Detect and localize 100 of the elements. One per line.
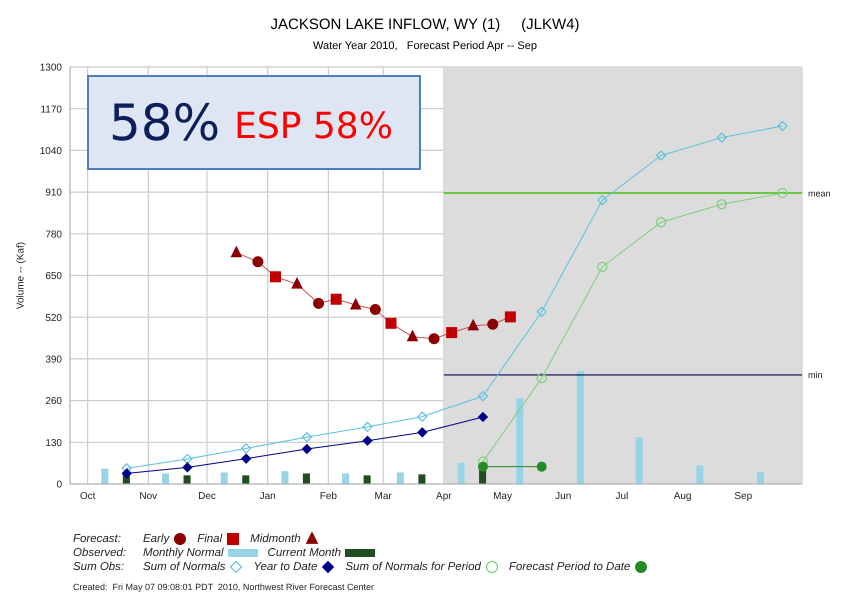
bar <box>458 462 465 484</box>
legend-label: Sum of Normals for Period <box>345 560 481 574</box>
chart-title: JACKSON LAKE INFLOW, WY (1) (JLKW4) <box>270 16 580 33</box>
point <box>597 195 608 206</box>
y-tick-label: 390 <box>45 354 62 366</box>
bar <box>242 475 250 484</box>
bar <box>576 371 584 484</box>
point <box>182 454 193 464</box>
point <box>350 298 362 310</box>
point <box>597 262 608 272</box>
x-tick-label: Feb <box>320 491 338 502</box>
ref-line-label: mean <box>808 188 831 198</box>
x-tick-label: Aug <box>674 491 692 502</box>
point <box>330 294 342 305</box>
point <box>478 412 488 422</box>
annotation: ESP 58% <box>234 106 393 147</box>
point <box>241 454 252 464</box>
text: Sum Obs: <box>73 560 126 574</box>
bar <box>636 437 643 484</box>
bar <box>184 475 191 484</box>
point <box>252 256 264 268</box>
point <box>407 330 418 342</box>
point <box>487 318 498 330</box>
point <box>230 246 242 258</box>
point <box>417 427 428 438</box>
point <box>270 271 282 282</box>
legend-label: Midmonth <box>250 532 301 546</box>
y-tick-label: 1300 <box>40 62 62 74</box>
y-tick-label: 130 <box>45 438 62 449</box>
point <box>302 444 312 454</box>
x-tick-label: Apr <box>436 491 452 502</box>
legend-label: Monthly Normal <box>143 546 224 560</box>
y-axis-title: Volume -- (Kaf) <box>16 242 27 310</box>
y-tick-label: 1040 <box>40 146 62 157</box>
annotation: 58% <box>109 94 220 152</box>
point <box>468 319 479 330</box>
point <box>478 391 488 402</box>
x-tick-label: Mar <box>374 491 392 502</box>
point <box>716 132 727 143</box>
bar <box>101 468 108 484</box>
point <box>362 422 373 432</box>
x-tick-label: Sep <box>734 491 753 502</box>
point <box>536 373 547 384</box>
bar <box>418 474 426 484</box>
bar <box>342 473 350 484</box>
bar <box>281 471 288 484</box>
bar <box>302 473 310 484</box>
point <box>122 468 132 478</box>
point <box>656 150 666 161</box>
point <box>428 333 440 344</box>
legend-label: Final <box>197 532 222 546</box>
y-tick-label: 910 <box>45 188 62 199</box>
chart-subtitle: Water Year 2010, Forecast Period Apr -- Sep <box>312 40 538 52</box>
point <box>716 199 727 210</box>
text: Created: Fri May 07 09:08:01 PDT 2010, Northwest River Forecast Center <box>73 582 374 592</box>
bar <box>396 472 404 484</box>
y-tick-label: 650 <box>45 271 62 282</box>
x-tick-label: Jul <box>616 491 628 502</box>
bar <box>696 465 704 484</box>
legend-label: Forecast Period to Date <box>508 560 630 574</box>
point <box>536 462 547 472</box>
point <box>302 432 312 442</box>
point <box>370 304 381 315</box>
bar <box>220 472 228 484</box>
point <box>777 188 788 198</box>
y-tick-label: 520 <box>45 312 62 324</box>
bar <box>516 398 524 484</box>
point <box>536 306 547 317</box>
point <box>292 278 303 289</box>
ref-line-label: min <box>808 370 823 380</box>
point <box>777 120 788 132</box>
x-tick-label: Jun <box>555 491 572 502</box>
legend-label: Year to Date <box>253 560 318 574</box>
point <box>656 217 666 228</box>
legend-label: Sum of Normals <box>143 560 226 574</box>
text: Observed: <box>73 546 128 560</box>
point <box>362 436 372 446</box>
note-box: 58% ESP 58% <box>87 75 421 170</box>
x-tick-label: Dec <box>198 491 216 502</box>
y-tick-label: 1170 <box>40 104 62 116</box>
point <box>385 318 396 329</box>
legend-label: Current Month <box>268 546 342 560</box>
point <box>478 462 488 472</box>
bar <box>364 475 371 484</box>
y-tick-label: 780 <box>45 229 62 240</box>
point <box>313 298 324 309</box>
point <box>417 412 428 422</box>
point <box>241 443 252 454</box>
bar <box>162 473 170 484</box>
x-tick-label: Nov <box>139 491 158 502</box>
text: Forecast: <box>73 532 122 546</box>
point <box>504 311 516 322</box>
y-tick-label: 260 <box>45 396 62 408</box>
legend-label: Early <box>143 532 170 546</box>
x-tick-label: Oct <box>80 491 96 502</box>
bar <box>756 472 764 484</box>
point <box>446 327 458 338</box>
y-tick-label: 0 <box>56 480 62 491</box>
x-tick-label: May <box>493 491 512 502</box>
point <box>182 462 192 472</box>
